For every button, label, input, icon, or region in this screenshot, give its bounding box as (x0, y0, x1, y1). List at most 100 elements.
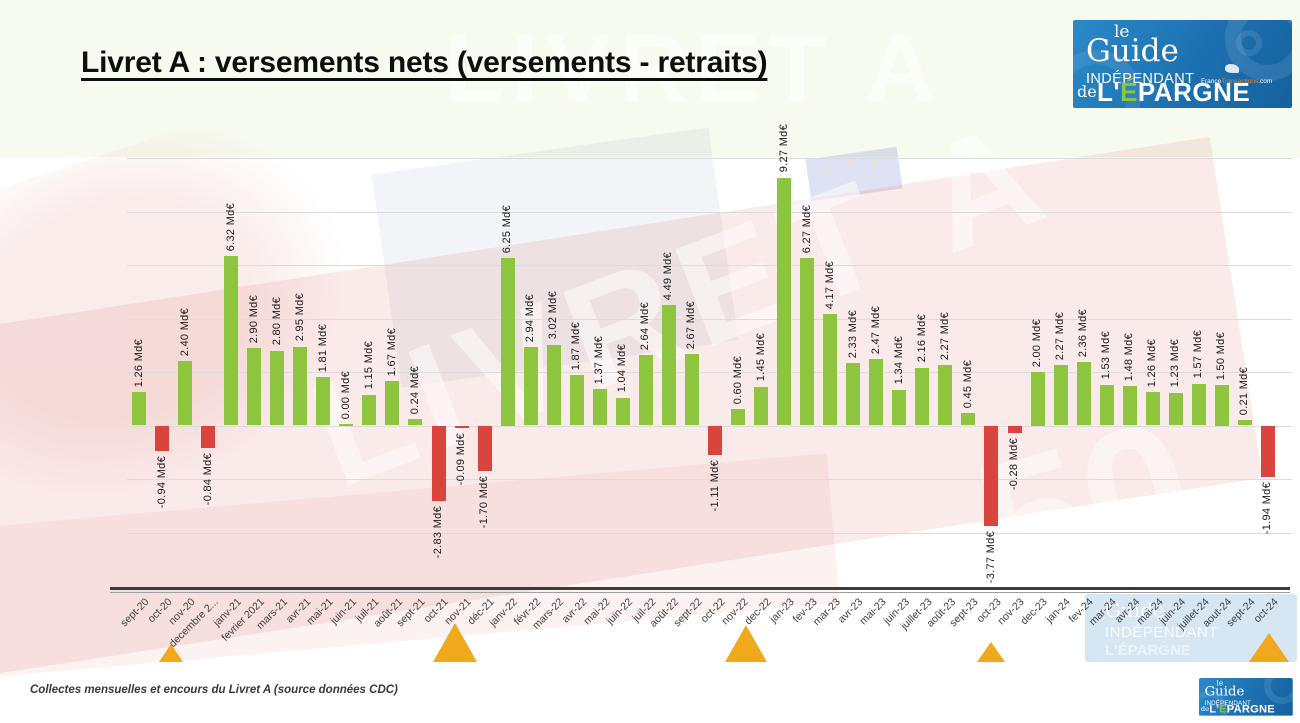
rate-change-marker-icon (1248, 633, 1289, 662)
bar-value-label: 4.49 Md€ (662, 252, 675, 301)
bar (1030, 372, 1045, 426)
bar-value-label: -0.28 Md€ (1008, 437, 1021, 491)
rate-change-marker-icon (724, 625, 767, 662)
bar-value-label: 2.36 Md€ (1077, 309, 1090, 358)
bar (523, 346, 538, 426)
bar (201, 425, 216, 448)
bar (1076, 362, 1091, 426)
bar (915, 367, 930, 426)
bar (132, 391, 146, 426)
bar-value-label: 1.26 Md€ (1146, 338, 1159, 387)
logo-guide-text: Guide (1204, 683, 1245, 699)
bar-value-label: 0.45 Md€ (961, 360, 974, 409)
bar (1099, 384, 1114, 426)
bar (339, 424, 354, 426)
bar (1145, 391, 1160, 426)
bar-value-label: 6.27 Md€ (800, 204, 813, 253)
bar-value-label: 2.47 Md€ (869, 306, 882, 355)
bar (777, 177, 792, 426)
bar (477, 425, 492, 471)
dove-icon (1225, 64, 1239, 73)
bar-value-label: -3.77 Md€ (984, 531, 997, 584)
bar-value-label: 1.04 Md€ (616, 344, 629, 393)
x-axis-label: jan-24 (1043, 596, 1074, 626)
x-axis-label: jan-23 (767, 596, 797, 626)
page-title: Livret A : versements nets (versements -… (81, 46, 768, 79)
bar (754, 386, 769, 426)
bar-value-label: -0.84 Md€ (201, 452, 214, 506)
bar-value-label: 1.48 Md€ (1123, 332, 1136, 381)
bar (984, 425, 999, 527)
bar (684, 354, 699, 426)
logo-le-text: le (1216, 678, 1224, 688)
bar (1214, 385, 1229, 426)
bar-value-label: 1.53 Md€ (1100, 331, 1113, 380)
bar (270, 350, 285, 426)
bar (1053, 364, 1068, 426)
bar-value-label: 0.24 Md€ (408, 365, 421, 415)
bar-value-label: 1.87 Md€ (570, 322, 583, 371)
bar (638, 354, 653, 426)
bar-value-label: 2.00 Md€ (1031, 318, 1044, 367)
bar (961, 413, 976, 426)
logo-ring-icon (1199, 690, 1229, 716)
bar (1122, 385, 1137, 426)
logo-de-text: de (1077, 82, 1097, 101)
logo-de-text: de (1200, 704, 1210, 713)
bar (247, 347, 262, 426)
bar-value-label: 2.27 Md€ (1054, 311, 1067, 360)
bar-value-label: 2.94 Md€ (524, 293, 537, 342)
bar-value-label: 1.23 Md€ (1169, 339, 1182, 388)
bar (316, 377, 331, 426)
bar (892, 389, 907, 426)
bar-value-label: 1.45 Md€ (754, 333, 767, 382)
bar-value-label: -0.09 Md€ (455, 432, 468, 486)
bar-value-label: -2.83 Md€ (432, 506, 445, 559)
bar-value-label: 1.81 Md€ (316, 323, 329, 373)
bar (293, 346, 308, 426)
bar-value-label: 2.80 Md€ (270, 297, 283, 346)
rate-change-marker-icon (433, 623, 478, 662)
bar (155, 425, 170, 451)
bar-value-label: 2.16 Md€ (915, 314, 928, 363)
bar (546, 344, 561, 426)
brand-logo-small: le Guide INDÉPENDANT de L'ÉPARGNE (1199, 678, 1293, 716)
bar-value-label: 1.34 Md€ (892, 336, 905, 385)
bar-value-label: 0.60 Md€ (731, 356, 744, 405)
bar-value-label: 1.50 Md€ (1215, 332, 1228, 381)
bar-value-label: 6.25 Md€ (501, 205, 514, 254)
bar (178, 361, 193, 426)
bar-value-label: 2.27 Md€ (938, 311, 951, 360)
rate-change-marker-icon (159, 644, 184, 662)
bar-value-label: 2.64 Md€ (639, 301, 652, 350)
bar (431, 425, 446, 502)
gridline (127, 211, 1292, 213)
logo-ring-icon (1264, 678, 1293, 705)
bar (224, 256, 239, 426)
bar-value-label: -1.70 Md€ (478, 475, 491, 529)
bar-value-label: 0.21 Md€ (1238, 366, 1251, 415)
bar (1191, 383, 1206, 426)
bar-value-label: 1.37 Md€ (593, 335, 606, 384)
brand-logo-small-inner: le Guide INDÉPENDANT de L'ÉPARGNE (1199, 678, 1293, 716)
logo-guide-text: Guide (1086, 33, 1179, 69)
bar (385, 380, 400, 426)
bar (592, 388, 607, 426)
bar-value-label: 1.67 Md€ (385, 327, 398, 376)
logo-independant-text: INDÉPENDANT (1204, 699, 1251, 707)
bar (1237, 419, 1252, 426)
gridline (127, 372, 1292, 373)
bar (823, 313, 838, 426)
logo-epargne-text: L'ÉPARGNE (1097, 77, 1251, 107)
x-axis-label: sept-20 (118, 596, 152, 630)
bar-value-label: 3.02 Md€ (547, 291, 560, 340)
bar (800, 257, 815, 426)
gridline (127, 318, 1292, 320)
logo-epargne-text: L'ÉPARGNE (1209, 702, 1275, 716)
gridline (127, 532, 1292, 534)
bar-value-label: -1.11 Md€ (708, 460, 721, 512)
x-axis-label: oct-24 (1251, 596, 1281, 626)
gridline (127, 265, 1292, 266)
